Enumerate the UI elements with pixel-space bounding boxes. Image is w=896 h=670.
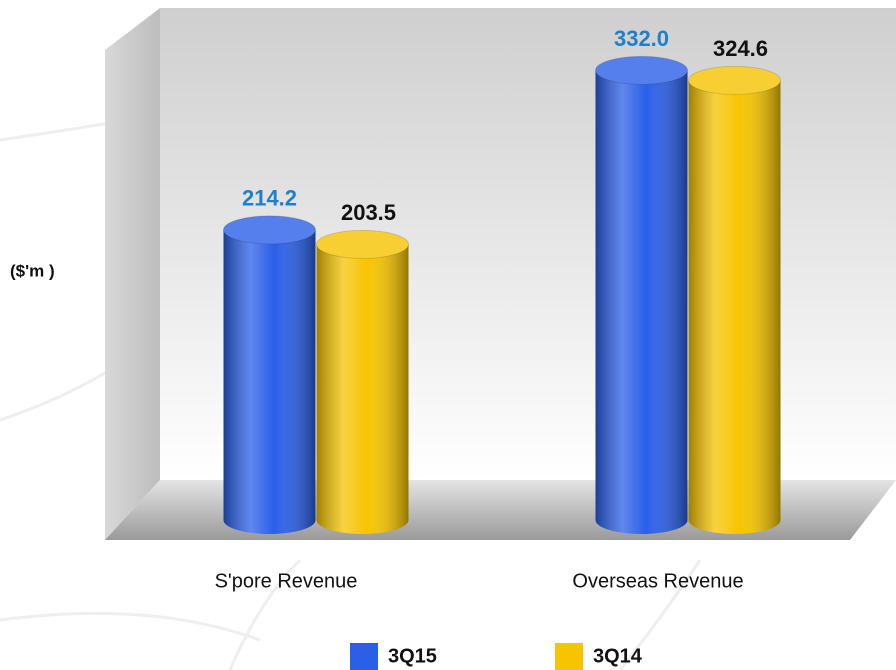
legend-swatch (555, 643, 583, 670)
value-label: 214.2 (242, 186, 297, 211)
y-axis-label: ($'m ) (10, 261, 55, 280)
cylinder-shade (316, 244, 409, 535)
cylinder-top-shine (223, 215, 316, 244)
x-tick-label: S'pore Revenue (215, 570, 358, 592)
value-label: 324.6 (713, 36, 768, 61)
legend-label: 3Q14 (593, 645, 643, 667)
cylinder-top-shine (595, 56, 688, 85)
cylinder-top-shine (316, 230, 409, 259)
legend-swatch (350, 643, 378, 670)
cylinder-top (223, 215, 316, 245)
cylinder-top (595, 55, 688, 85)
cylinder-shade (223, 229, 316, 535)
legend-label: 3Q15 (388, 645, 437, 667)
cylinder-shade (688, 80, 781, 535)
x-tick-label: Overseas Revenue (572, 570, 743, 592)
cylinder-top-shine (688, 66, 781, 95)
cylinder-top (316, 229, 409, 259)
cylinder-shade (595, 70, 688, 535)
value-label: 332.0 (614, 26, 669, 51)
value-label: 203.5 (341, 200, 396, 225)
side-wall (105, 8, 160, 540)
cylinder-top (688, 65, 781, 95)
